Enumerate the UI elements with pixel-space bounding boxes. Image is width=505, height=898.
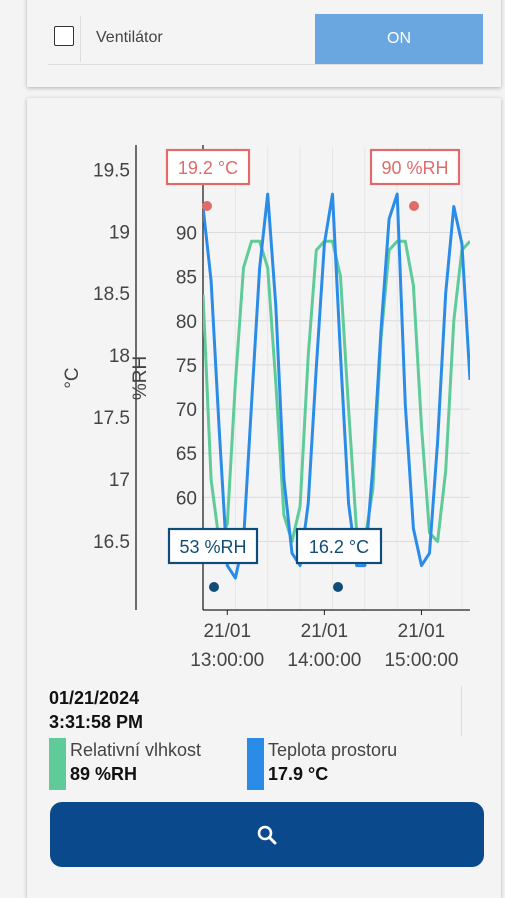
readout-time: 3:31:58 PM [49,712,144,732]
divider [461,686,462,736]
legend-value: 17.9 °C [268,764,329,784]
x-tick-label: 15:00:00 [384,650,458,671]
legend-value: 89 %RH [70,764,138,784]
left-axis-tick-label: 18.5 [93,284,130,305]
history-chart[interactable]: 19.51918.51817.51716.59085807570656055°C… [0,0,505,680]
left-axis-tick-label: 16.5 [93,532,130,553]
max-temp-annotation-label: 19.2 °C [178,158,238,178]
x-tick-label: 21/01 [301,621,349,642]
ventilator-label: Ventilátor [96,29,163,46]
min-rh-annotation-label: 53 %RH [179,537,246,557]
legend-name: Relativní vlhkost [70,740,202,760]
right-axis-title: %RH [130,356,151,400]
left-axis-tick-label: 19 [109,222,130,243]
left-axis-tick-label: 19.5 [93,160,130,181]
x-tick-label: 13:00:00 [190,650,264,671]
row-divider [48,64,483,65]
right-axis-tick-label: 70 [176,400,197,421]
right-axis-tick-label: 75 [176,356,197,377]
divider [80,16,81,62]
max-temp-annotation-box [165,148,251,186]
max-rh-annotation-marker [409,201,419,211]
right-axis-tick-label: 65 [176,444,197,465]
search-button[interactable] [50,802,484,867]
temperature-series-line[interactable] [203,192,470,580]
right-axis-tick-label: 60 [176,488,197,509]
x-tick-label: 21/01 [398,621,446,642]
search-icon [257,825,277,844]
legend-swatch [247,738,264,790]
legend-swatch [49,738,66,790]
min-rh-annotation-box [167,527,259,565]
x-tick-label: 14:00:00 [287,650,361,671]
readout-date: 01/21/2024 [49,688,140,708]
max-rh-annotation-box [369,148,461,186]
left-axis-tick-label: 17 [109,470,130,491]
min-rh-annotation-marker [209,582,219,592]
right-axis-tick-label: 85 [176,268,197,289]
left-axis-tick-label: 18 [109,346,130,367]
min-temp-annotation-box [295,527,383,565]
min-temp-annotation-marker [333,582,343,592]
min-temp-annotation-label: 16.2 °C [309,537,369,557]
x-tick-label: 21/01 [203,621,251,642]
ventilator-on-button[interactable]: ON [315,14,483,64]
max-temp-annotation-marker [202,201,212,211]
on-button-label: ON [387,30,411,47]
right-axis-tick-label: 90 [176,223,197,244]
left-axis-tick-label: 17.5 [93,408,130,429]
max-rh-annotation-label: 90 %RH [381,158,448,178]
right-axis-tick-label: 80 [176,312,197,333]
left-axis-title: °C [62,367,83,388]
ventilator-checkbox[interactable] [54,26,74,46]
legend-name: Teplota prostoru [268,740,398,760]
